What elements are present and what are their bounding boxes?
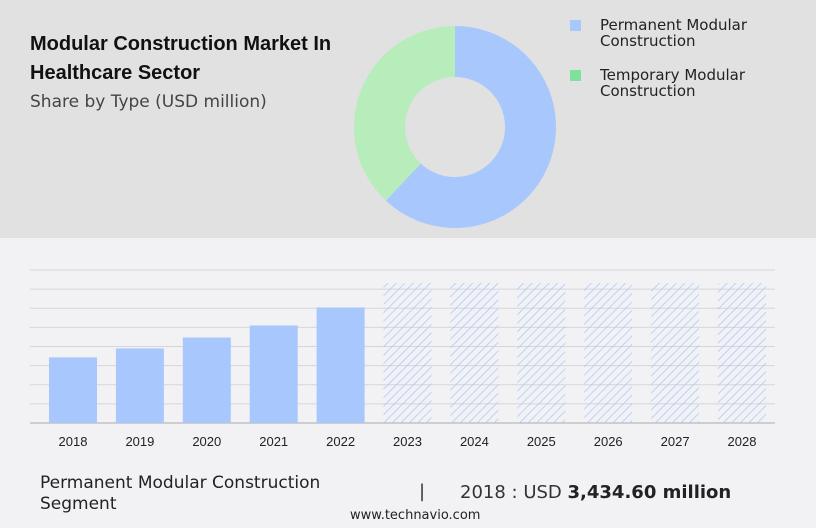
legend-swatch	[570, 70, 581, 81]
bar-2026	[584, 283, 633, 423]
pie-slice-permanent	[385, 26, 557, 228]
pie-slice-temporary	[354, 25, 455, 201]
legend-item-permanent: Permanent Modular Construction	[570, 17, 790, 49]
bar-2021	[249, 325, 298, 423]
x-tick-label: 2018	[59, 434, 88, 449]
bar-2027	[651, 283, 700, 423]
bar-2022	[316, 307, 365, 423]
bar-2023	[383, 283, 432, 423]
x-tick-label: 2025	[527, 434, 556, 449]
website-link[interactable]: www.technavio.com	[350, 508, 481, 523]
bar-2018	[49, 357, 97, 423]
chart-title: Modular Construction Market In Healthcar…	[30, 33, 332, 84]
x-tick-label: 2022	[326, 434, 355, 449]
legend-swatch	[570, 20, 581, 31]
x-tick-label: 2021	[259, 434, 288, 449]
legend-label: Temporary Modular Construction	[600, 66, 745, 100]
legend-item-temporary: Temporary Modular Construction	[570, 67, 790, 99]
x-tick-label: 2026	[594, 434, 623, 449]
footer-segment: Permanent Modular Construction Segment	[40, 473, 321, 514]
bar-2025	[517, 283, 566, 423]
x-tick-label: 2027	[661, 434, 690, 449]
x-tick-label: 2028	[728, 434, 757, 449]
footer-separator: |	[419, 481, 426, 502]
bar-2024	[450, 283, 499, 423]
legend-label: Permanent Modular Construction	[600, 16, 748, 50]
x-tick-label: 2019	[125, 434, 154, 449]
footer-amount: 3,434.60 million	[567, 482, 732, 503]
footer-year: 2018 : USD	[460, 482, 562, 503]
bar-2019	[115, 348, 164, 423]
x-tick-label: 2023	[393, 434, 422, 449]
bar-2020	[182, 337, 231, 423]
x-tick-label: 2020	[192, 434, 221, 449]
footer-value: 2018 : USD 3,434.60 million	[460, 482, 731, 503]
chart-subtitle: Share by Type (USD million)	[30, 92, 267, 112]
x-tick-label: 2024	[460, 434, 489, 449]
bar-2028	[718, 283, 766, 423]
